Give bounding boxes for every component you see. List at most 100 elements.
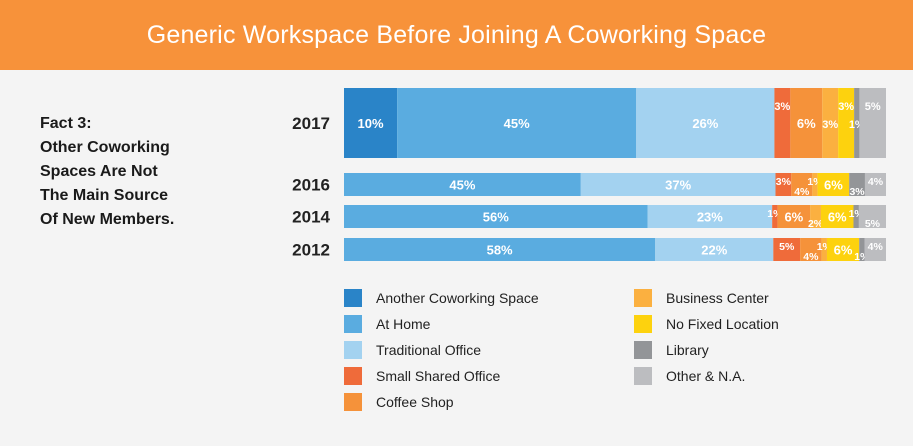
data-label: 6% (828, 210, 847, 225)
bar-segment (821, 238, 827, 261)
stacked-bar-chart: 2017 10% 45% 26%3%6% 3%3%1%5%2016 45% 37% 3%4%1… (292, 88, 886, 263)
data-label: 10% (358, 116, 384, 131)
data-label: 4% (803, 251, 819, 263)
data-label: 3% (774, 101, 790, 113)
data-label: 3% (822, 119, 838, 131)
bar-segment (647, 205, 773, 228)
legend-label: Other & N.A. (666, 368, 746, 384)
legend-item: Other & N.A. (634, 367, 745, 385)
bar-segment (826, 238, 860, 261)
fact-line: Fact 3: (40, 115, 92, 132)
bar-segment (777, 205, 811, 228)
legend-label: No Fixed Location (666, 316, 779, 332)
data-label: 23% (697, 210, 723, 225)
data-label: 6% (784, 210, 803, 225)
data-label: 6% (824, 178, 843, 193)
bar-segment (774, 88, 791, 158)
bar-segment (859, 238, 865, 261)
bar-segment (812, 173, 818, 196)
bar-segment (849, 173, 865, 196)
data-label: 45% (504, 116, 530, 131)
bar-segment (817, 173, 850, 196)
bar-segment (344, 173, 581, 196)
data-label: 5% (779, 241, 795, 253)
chart-title: Generic Workspace Before Joining A Cowor… (146, 20, 767, 49)
bar-segment (344, 88, 398, 158)
data-label: 22% (701, 243, 727, 258)
data-label: 5% (865, 101, 881, 113)
bar-segment (858, 205, 886, 228)
legend-swatch (634, 315, 652, 333)
bar-segment (790, 88, 823, 158)
bar-segment (853, 205, 859, 228)
fact-line: Of New Members. (40, 211, 175, 228)
bar-segment (810, 205, 821, 228)
data-label: 3% (776, 176, 792, 188)
bar-segment (344, 238, 656, 261)
bar-segment (859, 88, 886, 158)
bar-segment (791, 173, 813, 196)
legend-swatch (344, 289, 362, 307)
legend-item: No Fixed Location (634, 315, 779, 333)
legend-swatch (344, 393, 362, 411)
bar-segment (773, 238, 801, 261)
data-label: 58% (487, 243, 513, 258)
legend-swatch (344, 367, 362, 385)
legend-item: Small Shared Office (344, 367, 500, 385)
legend-label: Coffee Shop (376, 394, 454, 410)
legend-item: Another Coworking Space (344, 289, 539, 307)
data-label: 2% (808, 218, 824, 230)
bar-segment (397, 88, 637, 158)
bar-segment (864, 238, 886, 261)
bar-segment (822, 88, 839, 158)
data-label: 6% (797, 116, 816, 131)
legend-swatch (344, 315, 362, 333)
data-label: 45% (449, 178, 475, 193)
legend-label: At Home (376, 316, 431, 332)
data-label: 6% (834, 243, 853, 258)
data-label: 5% (865, 218, 881, 230)
year-label: 2014 (292, 208, 330, 227)
bar-segment (864, 173, 886, 196)
legend-item: At Home (344, 315, 430, 333)
legend-label: Small Shared Office (376, 368, 501, 384)
data-label: 4% (794, 186, 810, 198)
legend-swatch (634, 289, 652, 307)
data-label: 4% (868, 176, 884, 188)
legend-item: Business Center (634, 289, 769, 307)
bar-segment (772, 205, 778, 228)
legend-swatch (344, 341, 362, 359)
bar-segment (775, 173, 792, 196)
data-label: 26% (692, 116, 718, 131)
fact-line: The Main Source (40, 187, 169, 204)
bar-segment (636, 88, 775, 158)
year-label: 2017 (292, 114, 330, 133)
data-label: 3% (849, 186, 865, 198)
legend-swatch (634, 367, 652, 385)
legend-label: Business Center (666, 290, 769, 306)
fact-line: Spaces Are Not (40, 163, 158, 180)
year-label: 2016 (292, 176, 330, 195)
fact-line: Other Coworking (40, 139, 170, 156)
bar-segment (820, 205, 854, 228)
bar-segment (655, 238, 774, 261)
legend-item: Library (634, 341, 709, 359)
legend-label: Traditional Office (376, 342, 482, 358)
data-label: 3% (838, 101, 854, 113)
data-label: 4% (868, 241, 884, 253)
legend-item: Traditional Office (344, 341, 481, 359)
fact-text: Fact 3: Other Coworking Spaces Are Not T… (40, 112, 240, 232)
year-label: 2012 (292, 241, 330, 260)
data-label: 37% (665, 178, 691, 193)
header-banner: Generic Workspace Before Joining A Cowor… (0, 0, 913, 70)
legend-label: Another Coworking Space (376, 290, 539, 306)
bar-segment (838, 88, 855, 158)
legend-label: Library (666, 342, 709, 358)
bar-segment (800, 238, 822, 261)
bar-segment (580, 173, 776, 196)
data-label: 56% (483, 210, 509, 225)
bar-segment (854, 88, 860, 158)
legend-swatch (634, 341, 652, 359)
legend-item: Coffee Shop (344, 393, 454, 411)
bar-segment (344, 205, 648, 228)
